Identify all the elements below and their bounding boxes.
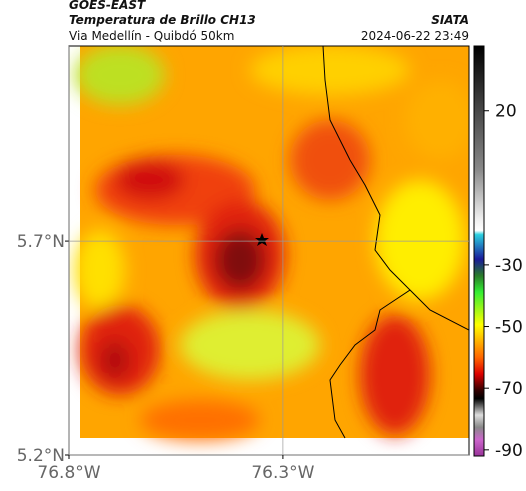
lat-tick-label: 5.7°N <box>17 232 65 252</box>
station-marker <box>255 233 269 246</box>
title: GOES-EAST <box>69 0 146 12</box>
subtitle: Temperatura de Brillo CH13 <box>69 13 256 27</box>
colorbar-tick-label: -90 <box>495 441 523 461</box>
colorbar <box>473 45 485 457</box>
colorbar-tick-label: -70 <box>495 379 523 399</box>
timestamp: 2024-06-22 23:49 <box>361 29 469 43</box>
lon-tick-label: 76.3°W <box>251 463 314 483</box>
lat-tick-label: 5.2°N <box>17 446 65 466</box>
source: SIATA <box>431 13 469 27</box>
colorbar-tick-label: -30 <box>495 256 523 276</box>
region: Via Medellín - Quibdó 50km <box>69 29 234 43</box>
colorbar-tick-label: -50 <box>495 318 523 338</box>
colorbar-tick-label: 20 <box>495 102 517 122</box>
lon-tick-label: 76.8°W <box>37 463 100 483</box>
satellite-image <box>69 46 469 455</box>
